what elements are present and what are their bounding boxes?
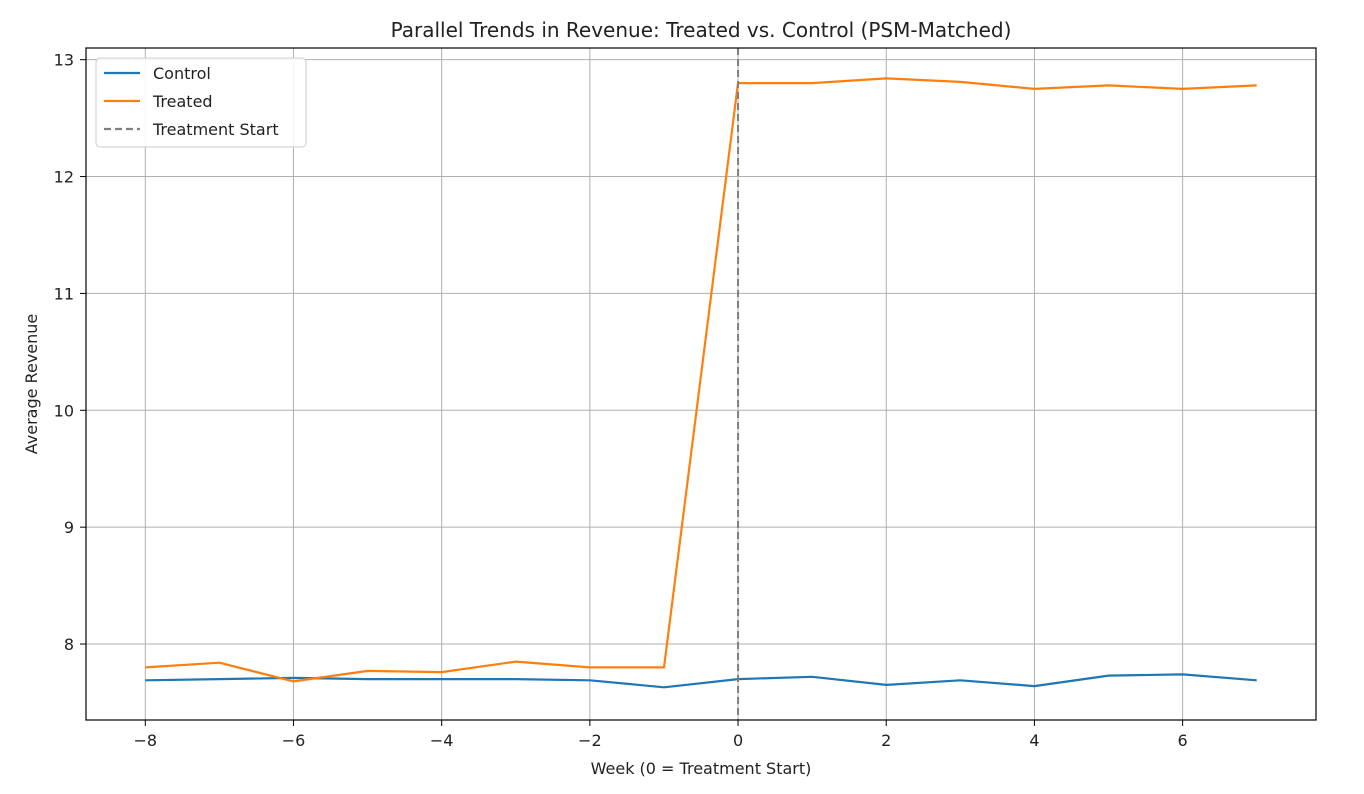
legend-label: Treatment Start	[152, 120, 279, 139]
x-tick-label: −4	[430, 731, 454, 750]
x-tick-label: 2	[881, 731, 891, 750]
legend-label: Control	[153, 64, 211, 83]
plot-area	[145, 48, 1257, 720]
grid	[86, 48, 1316, 720]
x-tick-label: 0	[733, 731, 743, 750]
y-tick-label: 12	[54, 168, 74, 187]
x-axis-label: Week (0 = Treatment Start)	[591, 759, 812, 778]
y-tick-label: 9	[64, 518, 74, 537]
legend: Control Treated Treatment Start	[95, 57, 307, 148]
axis-ticks: −8 −6 −4 −2 0 2 4 6 8 9 10 11 12 13	[54, 51, 1188, 750]
series-line-treated	[145, 77, 1257, 683]
y-axis-label: Average Revenue	[22, 314, 41, 454]
y-tick-label: 10	[54, 401, 74, 420]
y-tick-label: 8	[64, 635, 74, 654]
x-tick-label: 6	[1178, 731, 1188, 750]
x-tick-label: 4	[1029, 731, 1039, 750]
chart-title: Parallel Trends in Revenue: Treated vs. …	[391, 18, 1012, 42]
y-tick-label: 13	[54, 51, 74, 70]
x-tick-label: −6	[282, 731, 306, 750]
x-tick-label: −2	[578, 731, 602, 750]
plot-frame	[85, 47, 1317, 721]
series-line-control	[145, 673, 1257, 689]
legend-box	[95, 57, 307, 148]
x-tick-label: −8	[133, 731, 157, 750]
legend-label: Treated	[152, 92, 213, 111]
y-tick-label: 11	[54, 284, 74, 303]
